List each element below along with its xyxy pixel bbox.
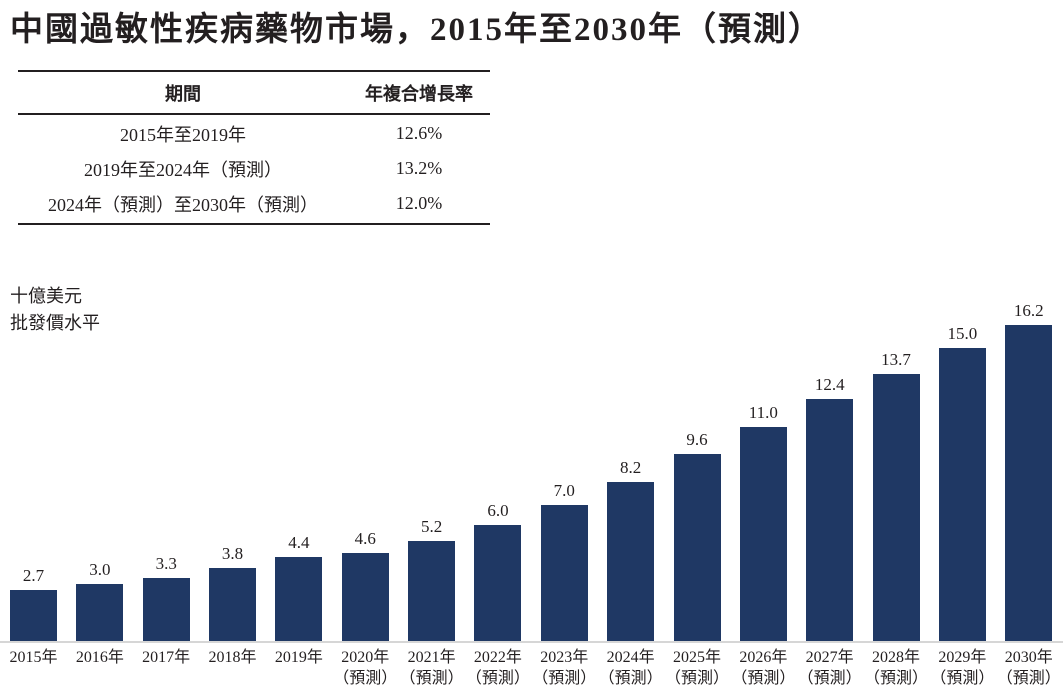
bar-value-label: 2.7 [22, 565, 45, 585]
x-tick-year: 2022年 [473, 649, 522, 666]
period-cell: 2024年（預測）至2030年（預測） [48, 194, 318, 215]
x-tick-year: 2021年 [407, 649, 456, 666]
period-cell: 2019年至2024年（預測） [84, 159, 282, 180]
bar [607, 481, 655, 643]
cagr-cell: 12.0% [395, 193, 443, 213]
x-tick-label: 2025年 （預測） [662, 647, 732, 689]
bar-chart: 2.7 3.0 3.3 3.8 4.4 4.6 5.2 6.0 7.0 8.2 9.6 11.0 12.… [10, 300, 1053, 643]
period-cell: 2015年至2019年 [120, 124, 246, 145]
bar [76, 584, 124, 643]
bar [739, 426, 787, 643]
bar-value-label: 9.6 [686, 430, 708, 450]
x-tick-year: 2023年 [540, 649, 589, 666]
x-tick-forecast-note: （預測） [797, 670, 862, 687]
x-tick-label: 2027年 （預測） [795, 647, 865, 689]
x-tick-label: 2026年 （預測） [728, 647, 798, 689]
x-tick-year: 2019年 [274, 649, 323, 666]
bar-value-label: 15.0 [947, 324, 978, 344]
table-row: 2019年至2024年（預測） 13.2% [18, 151, 490, 186]
unit-line-wholesale: 批發價水平 [10, 313, 100, 333]
x-tick-label: 2018年 [198, 647, 268, 668]
cagr-table-header-row: 期間 年複合增長率 [18, 72, 490, 115]
y-axis-unit-label: 十億美元 批發價水平 [10, 283, 100, 337]
bar [1005, 324, 1053, 643]
x-tick-year: 2015年 [9, 649, 58, 666]
bar-value-label: 13.7 [881, 349, 911, 369]
x-tick-label: 2023年 （預測） [529, 647, 599, 689]
x-tick-label: 2024年 （預測） [596, 647, 666, 689]
x-tick-label: 2015年 [0, 647, 69, 668]
chart-title: 中國過敏性疾病藥物市場，2015年至2030年（預測） [10, 12, 823, 48]
x-tick-forecast-note: （預測） [598, 670, 663, 687]
table-row: 2024年（預測）至2030年（預測） 12.0% [18, 186, 490, 221]
bar [872, 373, 920, 643]
cagr-table: 期間 年複合增長率 2015年至2019年 12.6% 2019年至2024年（… [18, 70, 490, 225]
x-tick-label: 2019年 [264, 647, 334, 668]
x-tick-forecast-note: （預測） [996, 670, 1061, 687]
bar-value-label: 4.4 [288, 532, 310, 552]
bar [275, 556, 323, 643]
x-tick-label: 2029年 （預測） [927, 647, 997, 689]
bar [673, 454, 721, 643]
bar [474, 525, 522, 643]
table-header-cagr: 年複合增長率 [365, 83, 473, 104]
bar-value-label: 5.2 [420, 516, 443, 536]
cagr-table-body: 2015年至2019年 12.6% 2019年至2024年（預測） 13.2% … [18, 115, 490, 223]
x-tick-label: 2030年 （預測） [994, 647, 1063, 689]
x-tick-year: 2024年 [606, 649, 655, 666]
table-row: 2015年至2019年 12.6% [18, 116, 490, 151]
bar-value-label: 6.0 [487, 501, 509, 521]
bar-value-label: 12.4 [814, 375, 845, 395]
unit-line-billion-usd: 十億美元 [10, 286, 82, 306]
bar [10, 589, 57, 643]
bar-value-label: 7.0 [553, 481, 575, 501]
bar-value-label: 11.0 [748, 402, 778, 422]
bar [938, 348, 986, 643]
x-tick-year: 2017年 [142, 649, 191, 666]
x-tick-label: 2020年 （預測） [330, 647, 400, 689]
cagr-cell: 13.2% [395, 158, 443, 178]
x-tick-label: 2022年 （預測） [463, 647, 533, 689]
x-tick-forecast-note: （預測） [532, 670, 597, 687]
bar [209, 568, 257, 643]
x-tick-year: 2027年 [805, 649, 854, 666]
x-tick-year: 2030年 [1004, 649, 1053, 666]
x-tick-forecast-note: （預測） [864, 670, 929, 687]
bar-value-label: 16.2 [1013, 300, 1044, 320]
cagr-cell: 12.6% [395, 123, 443, 143]
bar-value-label: 3.8 [221, 544, 244, 564]
x-tick-year: 2025年 [672, 649, 721, 666]
x-tick-forecast-note: （預測） [333, 670, 398, 687]
x-tick-year: 2028年 [872, 649, 921, 666]
x-tick-year: 2016年 [75, 649, 124, 666]
bar-value-label: 3.0 [89, 560, 111, 580]
bar [142, 578, 190, 643]
table-header-period: 期間 [165, 83, 201, 104]
x-tick-forecast-note: （預測） [731, 670, 796, 687]
x-tick-year: 2018年 [208, 649, 257, 666]
bar [408, 540, 456, 643]
bar-value-label: 4.6 [354, 528, 376, 548]
x-tick-label: 2021年 （預測） [397, 647, 467, 689]
bar [540, 505, 588, 643]
x-axis-labels: 2015年 2016年 2017年 2018年 2019年 2020年 （預測） 2021年 （… [0, 647, 1063, 693]
x-tick-year: 2020年 [341, 649, 390, 666]
bar [341, 552, 389, 643]
x-tick-label: 2028年 （預測） [861, 647, 931, 689]
bar-value-label: 3.3 [155, 554, 177, 574]
x-tick-label: 2017年 [131, 647, 201, 668]
x-tick-forecast-note: （預測） [664, 670, 729, 687]
x-tick-forecast-note: （預測） [465, 670, 530, 687]
x-axis-line [0, 641, 1063, 643]
x-tick-year: 2029年 [938, 649, 987, 666]
x-tick-forecast-note: （預測） [399, 670, 464, 687]
x-tick-forecast-note: （預測） [930, 670, 995, 687]
bar [806, 399, 854, 643]
x-tick-label: 2016年 [65, 647, 135, 668]
x-tick-year: 2026年 [739, 649, 788, 666]
bar-value-label: 8.2 [620, 457, 642, 477]
